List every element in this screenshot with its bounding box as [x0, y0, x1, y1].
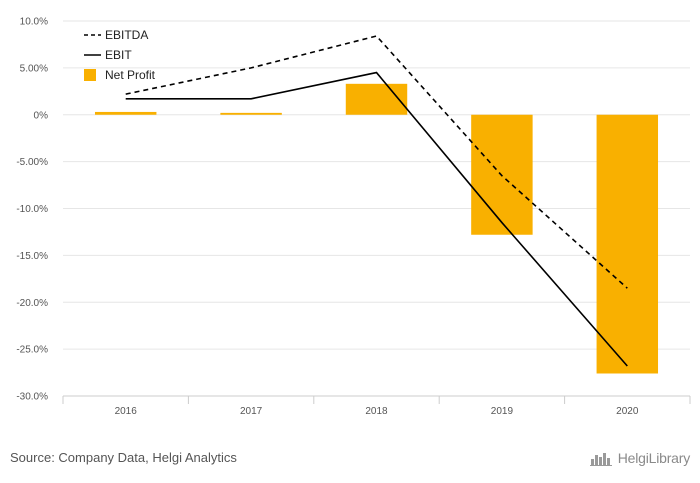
y-axis: 10.0% 5.00% 0% -5.00% -10.0% -15.0% -20.0% -25.…: [16, 17, 48, 403]
x-tick-label: 2019: [491, 406, 514, 417]
bar-net-profit-2018: [345, 83, 408, 115]
y-tick-label: -10.0%: [16, 204, 48, 215]
y-tick-label: -30.0%: [16, 392, 48, 403]
y-tick-label: 0%: [34, 110, 49, 121]
x-tick-label: 2017: [240, 406, 263, 417]
x-tick-label: 2018: [365, 406, 388, 417]
legend-label-ebit: EBIT: [105, 48, 132, 62]
lines: [125, 35, 628, 367]
x-tick-label: 2020: [616, 406, 639, 417]
line-ebitda: [125, 35, 628, 289]
y-tick-label: -15.0%: [16, 251, 48, 262]
legend: EBITDA EBIT Net Profit: [84, 28, 156, 82]
bar-net-profit-2016: [94, 111, 157, 115]
y-tick-label: -5.00%: [16, 157, 48, 168]
x-tick-label: 2016: [115, 406, 138, 417]
bar-net-profit-2020: [596, 114, 659, 374]
line-ebit: [125, 71, 628, 367]
chart: 10.0% 5.00% 0% -5.00% -10.0% -15.0% -20.0% -25.…: [16, 17, 691, 417]
legend-label-ebitda: EBITDA: [105, 28, 148, 42]
brand-name: HelgiLibrary: [617, 450, 690, 466]
y-tick-label: -20.0%: [16, 298, 48, 309]
y-tick-label: -25.0%: [16, 345, 48, 356]
legend-label-net-profit: Net Profit: [105, 68, 156, 82]
helgi-logo-icon: [589, 453, 612, 466]
brand-logo: HelgiLibrary: [589, 449, 690, 467]
x-axis: 2016 2017 2018 2019 2020: [62, 395, 691, 417]
bar-net-profit-2017: [220, 112, 282, 115]
source-note: Source: Company Data, Helgi Analytics: [10, 450, 237, 465]
legend-swatch-net-profit: [84, 69, 96, 81]
y-tick-label: 5.00%: [20, 63, 48, 74]
bars: [94, 83, 659, 374]
y-tick-label: 10.0%: [20, 17, 48, 28]
gridlines: [63, 20, 690, 397]
